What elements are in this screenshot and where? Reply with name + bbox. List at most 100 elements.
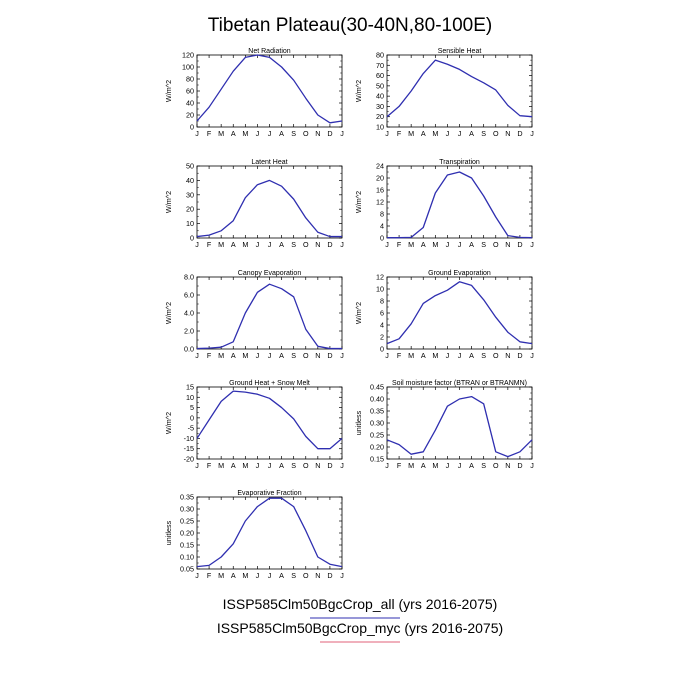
- plot-frame: [196, 165, 343, 239]
- plot-frame: [386, 54, 533, 128]
- x-tick-label: S: [291, 129, 296, 138]
- x-tick-label: J: [268, 129, 272, 138]
- y-tick-label: -10: [184, 434, 194, 443]
- series-line: [196, 390, 343, 450]
- y-axis-label: unitless: [164, 520, 173, 545]
- x-tick-label: M: [408, 240, 414, 249]
- x-tick-label: A: [279, 129, 284, 138]
- y-tick-label: 4: [380, 222, 384, 231]
- x-tick-label: J: [340, 351, 344, 360]
- x-tick-label: J: [385, 351, 389, 360]
- x-tick-label: O: [303, 129, 309, 138]
- y-tick-label: 15: [186, 383, 194, 392]
- x-tick-label: J: [530, 351, 534, 360]
- x-tick-label: J: [256, 240, 260, 249]
- y-tick-label: 0.15: [370, 455, 384, 464]
- series-line: [196, 283, 342, 350]
- y-tick-label: 0: [190, 123, 194, 132]
- x-tick-label: S: [481, 240, 486, 249]
- x-tick-label: A: [279, 571, 284, 580]
- y-axis-label: W/m^2: [164, 191, 173, 213]
- panel-title: Sensible Heat: [438, 48, 482, 55]
- x-tick-label: S: [481, 461, 486, 470]
- y-tick-label: 0.0: [184, 345, 194, 354]
- x-tick-label: A: [421, 351, 426, 360]
- x-tick-label: J: [340, 461, 344, 470]
- y-tick-label: -20: [184, 455, 194, 464]
- y-tick-label: 30: [186, 190, 194, 199]
- x-tick-label: J: [195, 351, 199, 360]
- x-tick-label: M: [242, 461, 248, 470]
- y-tick-label: 60: [186, 87, 194, 96]
- x-tick-label: N: [315, 240, 320, 249]
- y-tick-label: 0.10: [180, 553, 194, 562]
- y-tick-label: 0.45: [370, 383, 384, 392]
- x-tick-label: S: [481, 351, 486, 360]
- x-tick-label: J: [458, 461, 462, 470]
- y-tick-label: 2: [380, 333, 384, 342]
- x-tick-label: S: [291, 571, 296, 580]
- x-tick-label: N: [315, 461, 320, 470]
- x-tick-label: O: [493, 351, 499, 360]
- y-tick-label: 50: [186, 162, 194, 171]
- series-line: [386, 395, 533, 458]
- y-tick-label: 60: [376, 71, 384, 80]
- x-tick-label: J: [340, 240, 344, 249]
- x-tick-label: J: [446, 461, 450, 470]
- x-tick-label: J: [256, 351, 260, 360]
- x-tick-label: A: [279, 461, 284, 470]
- y-tick-label: 20: [376, 174, 384, 183]
- x-tick-label: M: [432, 351, 438, 360]
- x-tick-label: J: [268, 571, 272, 580]
- x-tick-label: M: [408, 351, 414, 360]
- y-tick-label: 6: [380, 309, 384, 318]
- x-tick-label: J: [458, 240, 462, 249]
- x-tick-label: J: [195, 571, 199, 580]
- y-axis-label: W/m^2: [164, 80, 173, 102]
- y-tick-label: 40: [186, 99, 194, 108]
- x-tick-label: J: [446, 240, 450, 249]
- x-tick-label: N: [315, 571, 320, 580]
- x-tick-label: J: [256, 461, 260, 470]
- x-tick-label: D: [327, 351, 332, 360]
- panel-title: Ground Heat + Snow Melt: [229, 380, 310, 387]
- x-tick-label: J: [268, 240, 272, 249]
- x-tick-label: S: [481, 129, 486, 138]
- y-tick-label: -5: [188, 424, 194, 433]
- x-tick-label: D: [327, 571, 332, 580]
- y-tick-label: 0: [190, 234, 194, 243]
- x-tick-label: D: [517, 240, 522, 249]
- x-tick-label: O: [493, 461, 499, 470]
- x-tick-label: A: [469, 461, 474, 470]
- x-tick-label: A: [469, 240, 474, 249]
- x-tick-label: J: [458, 129, 462, 138]
- x-tick-label: M: [242, 129, 248, 138]
- y-axis-label: W/m^2: [164, 412, 173, 434]
- x-tick-label: J: [195, 129, 199, 138]
- x-tick-label: A: [279, 351, 284, 360]
- x-tick-label: J: [385, 461, 389, 470]
- panel-title: Canopy Evaporation: [238, 270, 302, 277]
- x-tick-label: O: [493, 240, 499, 249]
- y-tick-label: 0.25: [180, 517, 194, 526]
- y-tick-label: 0: [380, 234, 384, 243]
- x-tick-label: M: [218, 351, 224, 360]
- plot-frame: [386, 276, 533, 350]
- x-tick-label: N: [505, 351, 510, 360]
- series-line: [196, 179, 342, 238]
- x-tick-label: D: [517, 351, 522, 360]
- x-tick-label: F: [207, 571, 212, 580]
- y-tick-label: 16: [376, 186, 384, 195]
- x-tick-label: J: [530, 129, 534, 138]
- panel-7: Ground Heat + Snow Melt -20 -15-10-5 051015…: [164, 380, 344, 470]
- x-tick-label: N: [505, 461, 510, 470]
- series-line: [196, 497, 343, 568]
- y-tick-label: 0.40: [370, 395, 384, 404]
- y-tick-label: 0.30: [370, 419, 384, 428]
- x-tick-label: A: [231, 129, 236, 138]
- y-tick-label: 6.0: [184, 291, 194, 300]
- x-tick-label: M: [242, 351, 248, 360]
- x-tick-label: D: [517, 129, 522, 138]
